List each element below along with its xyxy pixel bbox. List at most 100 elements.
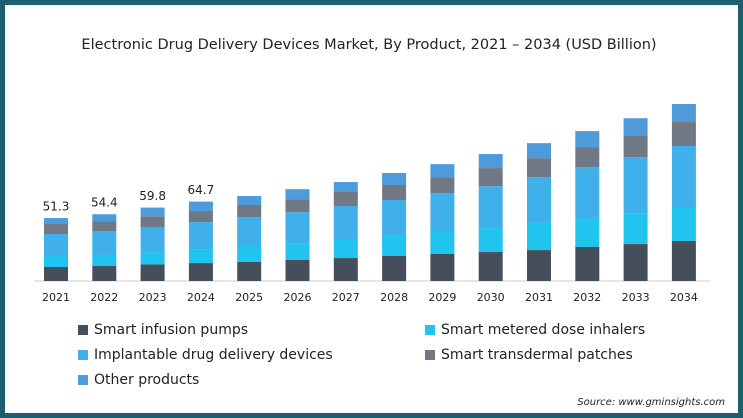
bar-segment xyxy=(430,164,455,178)
x-tick-label: 2026 xyxy=(284,291,312,304)
bar-segment xyxy=(44,267,68,281)
bar-segment xyxy=(92,254,117,267)
bar-segment xyxy=(623,118,648,136)
x-tick-label: 2030 xyxy=(477,291,505,304)
x-tick-label: 2034 xyxy=(670,291,698,304)
bar-segment xyxy=(285,260,310,281)
bar-segment xyxy=(44,233,68,256)
bar-segment xyxy=(671,122,696,146)
bar-segment xyxy=(575,246,600,281)
x-tick-label: 2027 xyxy=(332,291,360,304)
legend-label: Implantable drug delivery devices xyxy=(94,347,333,363)
bar-segment xyxy=(333,258,358,281)
bar-segment xyxy=(140,264,165,281)
legend-label: Smart transdermal patches xyxy=(441,347,633,363)
x-tick-label: 2024 xyxy=(187,291,215,304)
bar-segment xyxy=(188,263,213,281)
bar-segment xyxy=(333,192,358,207)
bar-segment xyxy=(237,196,262,206)
bar-segment xyxy=(527,177,551,224)
bar-segment xyxy=(575,218,600,247)
x-tick-label: 2023 xyxy=(139,291,167,304)
legend-swatch xyxy=(425,350,435,360)
bar-segment xyxy=(237,261,262,281)
bar-segment xyxy=(285,189,310,200)
legend-label: Smart infusion pumps xyxy=(94,322,248,338)
bar-segment xyxy=(333,182,358,193)
bar-segment xyxy=(430,232,455,254)
bar-segment xyxy=(285,212,310,244)
bar-segment xyxy=(188,201,213,212)
x-tick-label: 2028 xyxy=(380,291,408,304)
bar-segment xyxy=(382,199,407,236)
bar-segment xyxy=(285,199,310,213)
bar-segment xyxy=(188,222,213,250)
bar-segment xyxy=(575,167,600,219)
bar-segment xyxy=(382,235,407,256)
bar-segment xyxy=(527,250,551,281)
bar-segment xyxy=(575,131,600,148)
bar-segment xyxy=(430,193,455,233)
x-tick-label: 2021 xyxy=(42,291,70,304)
bar-segment xyxy=(478,252,503,281)
bar-segment xyxy=(333,206,358,240)
bar-segment xyxy=(430,253,455,281)
legend-label: Smart metered dose inhalers xyxy=(441,322,645,338)
bar-segment xyxy=(188,249,213,264)
bar-segment xyxy=(478,186,503,229)
bar-segment xyxy=(478,168,503,187)
bar-segment xyxy=(92,231,117,255)
bar-segment xyxy=(382,172,407,186)
legend-swatch xyxy=(425,325,435,335)
legend-label: Other products xyxy=(94,372,199,388)
bar-segment xyxy=(671,206,696,241)
bar-segment xyxy=(333,239,358,259)
bar-segment xyxy=(430,177,455,194)
legend-swatch xyxy=(78,325,88,335)
bar-segment xyxy=(527,143,551,159)
bar-segment xyxy=(671,104,696,123)
bar-segment xyxy=(623,157,648,214)
legend-swatch xyxy=(78,375,88,385)
bar-segment xyxy=(478,228,503,253)
bar-segment xyxy=(188,211,213,223)
bar-segment xyxy=(92,221,117,232)
bar-segment xyxy=(623,213,648,245)
bar-segment xyxy=(382,255,407,281)
source: Source: www.gminsights.com xyxy=(577,397,725,408)
bar-segment xyxy=(92,266,117,281)
x-tick-label: 2025 xyxy=(235,291,263,304)
bar-segment xyxy=(44,255,68,268)
bar-segment xyxy=(237,205,262,218)
total-label: 59.8 xyxy=(139,189,166,203)
x-tick-label: 2032 xyxy=(573,291,601,304)
legend-swatch xyxy=(78,350,88,360)
bar-segment xyxy=(285,243,310,261)
bar-segment xyxy=(140,207,165,217)
bar-segment xyxy=(478,154,503,169)
total-label: 51.3 xyxy=(43,200,70,214)
x-tick-label: 2033 xyxy=(622,291,650,304)
bar-segment xyxy=(671,240,696,281)
bar-segment xyxy=(527,223,551,251)
bar-segment xyxy=(44,224,68,234)
total-label: 64.7 xyxy=(188,183,215,197)
chart-title: Electronic Drug Delivery Devices Market,… xyxy=(81,37,656,53)
bar-segment xyxy=(382,185,407,200)
x-tick-label: 2022 xyxy=(90,291,118,304)
chart: Electronic Drug Delivery Devices Market,… xyxy=(35,37,725,408)
bar-segment xyxy=(140,252,165,265)
total-label: 54.4 xyxy=(91,196,118,210)
bar-segment xyxy=(44,218,68,225)
bar-segment xyxy=(140,227,165,253)
bar-segment xyxy=(575,147,600,168)
bar-segment xyxy=(237,217,262,247)
bar-segment xyxy=(237,246,262,262)
bar-segment xyxy=(140,216,165,228)
x-tick-label: 2031 xyxy=(525,291,553,304)
bar-segment xyxy=(527,158,551,178)
bar-segment xyxy=(92,214,117,222)
bar-segment xyxy=(671,145,696,207)
x-tick-label: 2029 xyxy=(428,291,456,304)
